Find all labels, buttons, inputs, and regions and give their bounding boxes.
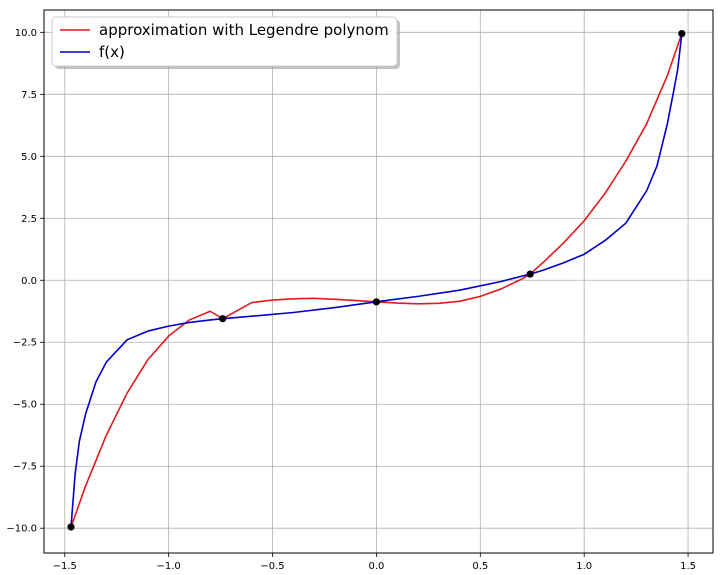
y-tick-label: 2.5	[21, 214, 37, 225]
x-tick-label: −1.0	[157, 561, 181, 572]
y-tick-label: −2.5	[13, 338, 37, 349]
axes-background	[44, 10, 713, 553]
y-tick-label: 0.0	[21, 276, 37, 287]
x-tick-label: 1.5	[680, 561, 696, 572]
legend-box	[51, 16, 398, 67]
legend-label-approximation: approximation with Legendre polynom	[99, 21, 389, 39]
y-tick-label: 5.0	[21, 152, 37, 163]
data-point	[219, 315, 227, 323]
x-tick-label: −0.5	[260, 561, 284, 572]
y-tick-label: 10.0	[15, 28, 37, 39]
points-layer	[67, 29, 686, 531]
legend: approximation with Legendre polynom f(x)	[51, 16, 400, 69]
legend-label-fx: f(x)	[99, 43, 125, 61]
y-tick-label: 7.5	[21, 90, 37, 101]
y-tick-label: −10.0	[6, 524, 37, 535]
data-point	[678, 29, 686, 38]
y-axis: −10.0 −7.5 −5.0 −2.5 0.0 2.5 5.0 7.5 10.0	[6, 28, 44, 535]
x-tick-label: 0.0	[368, 561, 384, 572]
data-point	[67, 523, 75, 531]
x-tick-label: 0.5	[472, 561, 488, 572]
x-tick-label: 1.0	[576, 561, 592, 572]
data-point	[372, 298, 381, 306]
data-point	[526, 270, 534, 278]
plot-area	[43, 9, 714, 554]
y-tick-label: −5.0	[13, 400, 37, 411]
x-axis: −1.5 −1.0 −0.5 0.0 0.5 1.0 1.5	[53, 553, 696, 572]
y-tick-label: −7.5	[13, 462, 37, 473]
series-line-0	[70, 33, 683, 528]
grid	[44, 10, 713, 553]
x-tick-label: −1.5	[53, 561, 77, 572]
axes-frame	[43, 9, 714, 554]
